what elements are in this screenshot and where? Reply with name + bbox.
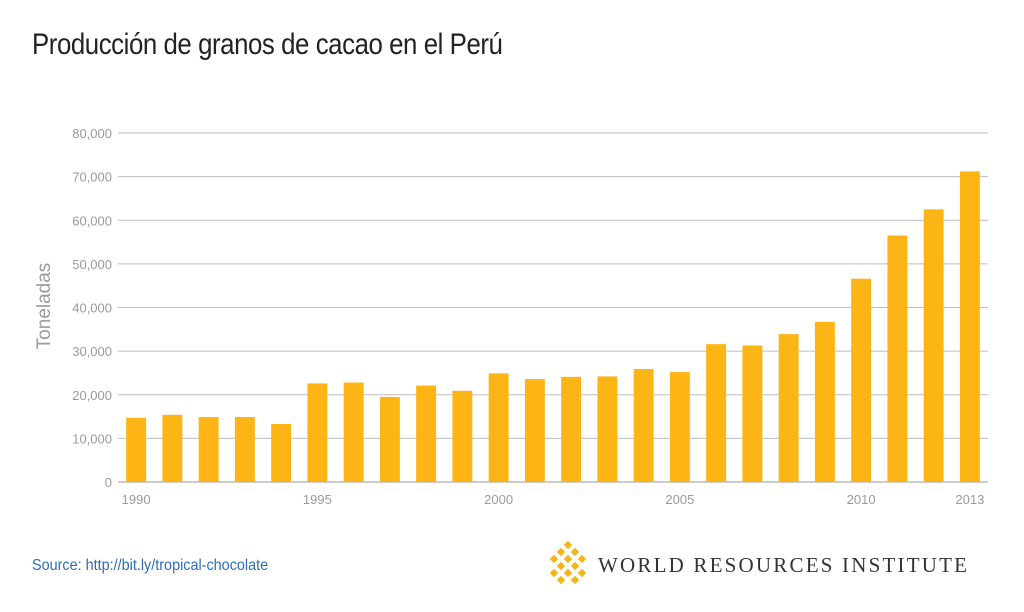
y-axis-tick-labels: 0 10,000 20,000 30,000 40,000 50,000 60,000 70,… <box>72 126 112 490</box>
chart-title: Producción de granos de cacao en el Perú <box>32 28 503 61</box>
bar-2010 <box>851 278 872 482</box>
bar-2011 <box>887 235 908 482</box>
bar-1998 <box>416 385 437 482</box>
y-tick-label: 60,000 <box>72 213 112 228</box>
x-tick-label: 2000 <box>484 492 513 507</box>
bars <box>126 171 980 482</box>
bar-2002 <box>561 376 582 482</box>
y-tick-label: 20,000 <box>72 388 112 403</box>
wri-logo-icon <box>549 540 587 585</box>
bar-2009 <box>814 321 835 482</box>
x-axis-tick-labels: 1990 1995 2000 2005 2010 2013 <box>122 492 985 507</box>
y-tick-label: 0 <box>105 475 112 490</box>
y-tick-label: 40,000 <box>72 301 112 316</box>
bar-2013 <box>959 171 980 482</box>
bar-2012 <box>923 209 944 482</box>
bar-2006 <box>706 344 727 482</box>
x-tick-label: 2010 <box>847 492 876 507</box>
bar-chart: 0 10,000 20,000 30,000 40,000 50,000 60,000 70,… <box>34 126 988 507</box>
x-tick-label: 1990 <box>122 492 151 507</box>
y-tick-label: 70,000 <box>72 170 112 185</box>
y-axis-label: Toneladas <box>34 263 55 350</box>
bar-2004 <box>633 369 654 482</box>
source-link[interactable]: Source: http://bit.ly/tropical-chocolate <box>32 557 269 574</box>
grid-lines <box>118 132 988 483</box>
bar-1990 <box>126 417 147 482</box>
x-tick-label: 1995 <box>303 492 332 507</box>
bar-1991 <box>162 414 183 482</box>
bar-1997 <box>379 396 400 482</box>
y-tick-label: 80,000 <box>72 126 112 141</box>
bar-2008 <box>778 334 799 482</box>
bar-1999 <box>452 390 473 482</box>
bar-1993 <box>234 416 255 482</box>
bar-2001 <box>524 379 545 482</box>
x-tick-label: 2013 <box>955 492 984 507</box>
bar-1996 <box>343 382 364 482</box>
y-tick-label: 50,000 <box>72 257 112 272</box>
x-tick-label: 2005 <box>665 492 694 507</box>
bar-2003 <box>597 376 618 482</box>
bar-1992 <box>198 416 219 482</box>
bar-2007 <box>742 345 763 482</box>
bar-2000 <box>488 373 509 482</box>
bar-1994 <box>271 423 292 482</box>
organization-name: WORLD RESOURCES INSTITUTE <box>598 553 970 577</box>
y-tick-label: 10,000 <box>72 431 112 446</box>
bar-2005 <box>669 372 690 482</box>
y-tick-label: 30,000 <box>72 344 112 359</box>
bar-1995 <box>307 383 328 482</box>
